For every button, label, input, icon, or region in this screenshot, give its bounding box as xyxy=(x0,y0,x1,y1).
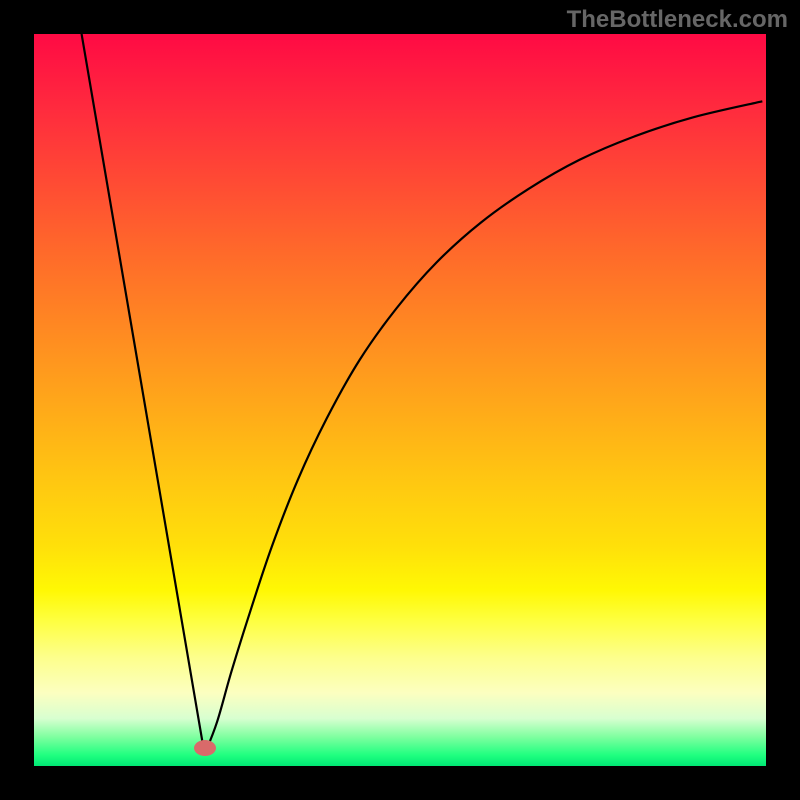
bottleneck-curve xyxy=(82,34,763,754)
chart-container: TheBottleneck.com xyxy=(0,0,800,800)
optimal-point-marker xyxy=(194,740,216,756)
plot-area xyxy=(34,34,766,766)
curve-overlay xyxy=(34,34,766,766)
watermark-text: TheBottleneck.com xyxy=(567,6,788,34)
